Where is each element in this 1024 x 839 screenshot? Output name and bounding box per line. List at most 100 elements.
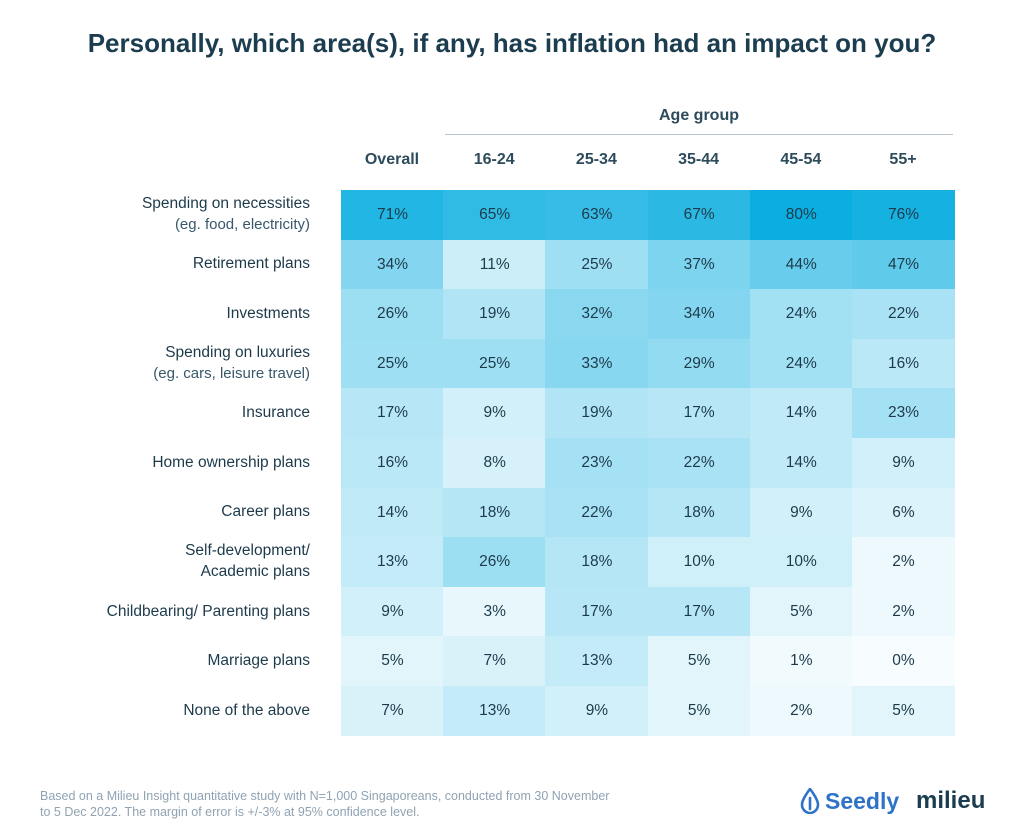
- seedly-wordmark: Seedly: [825, 787, 900, 814]
- heatmap-cell: 65%: [443, 190, 547, 240]
- heatmap-cell: 5%: [852, 686, 955, 736]
- seedly-logo: Seedly: [800, 786, 899, 816]
- heatmap-cell: 19%: [443, 289, 547, 340]
- heatmap-cell: 10%: [749, 537, 853, 588]
- heatmap-cell: 17%: [341, 388, 444, 439]
- heatmap-cell: 44%: [749, 239, 853, 290]
- heatmap-cell: 10%: [647, 537, 751, 588]
- seedly-drop-icon: [800, 788, 820, 814]
- heatmap-cell: 1%: [749, 636, 853, 687]
- heatmap-cell: 17%: [545, 586, 649, 637]
- column-header-35-44: 35-44: [678, 151, 720, 168]
- heatmap-cell: 11%: [443, 239, 547, 290]
- heatmap-cell: 7%: [341, 686, 444, 736]
- heatmap-cell: 14%: [749, 388, 853, 439]
- milieu-logo: milieu: [916, 786, 985, 816]
- column-header-16-24: 16-24: [473, 151, 515, 168]
- age-group-label: Age group: [659, 107, 739, 124]
- heatmap-cell: 37%: [647, 239, 751, 290]
- heatmap-cell: 0%: [852, 636, 955, 687]
- row-label: Retirement plans: [20, 240, 310, 289]
- column-header-overall: Overall: [364, 151, 420, 168]
- heatmap-cell: 14%: [341, 487, 444, 538]
- milieu-wordmark: milieu: [916, 787, 986, 814]
- row-label: Marriage plans: [20, 636, 310, 685]
- heatmap-cell: 2%: [852, 586, 955, 637]
- row-label-main: Marriage plans: [207, 652, 310, 670]
- footnote: Based on a Milieu Insight quantitative s…: [40, 788, 700, 820]
- heatmap-cell: 13%: [341, 537, 444, 588]
- heatmap-cell: 2%: [749, 686, 853, 736]
- heatmap-cell: 17%: [647, 388, 751, 439]
- footnote-line-2: to 5 Dec 2022. The margin of error is +/…: [40, 805, 420, 819]
- heatmap-cell: 34%: [341, 239, 444, 290]
- heatmap-cell: 19%: [545, 388, 649, 439]
- row-label-main: Self-development/: [185, 542, 310, 560]
- heatmap-cell: 80%: [749, 190, 853, 240]
- heatmap-cell: 29%: [647, 338, 751, 389]
- row-label-main: Investments: [226, 304, 310, 322]
- row-label-sub: (eg. food, electricity): [174, 216, 310, 234]
- heatmap-cell: 9%: [443, 388, 547, 439]
- heatmap-cell: 5%: [341, 636, 444, 687]
- row-label: None of the above: [20, 686, 310, 735]
- column-header-25-34: 25-34: [575, 151, 617, 168]
- age-group-divider: [445, 134, 953, 135]
- heatmap-cell: 22%: [647, 438, 751, 488]
- row-label: Spending on necessities (eg. food, electr…: [20, 190, 310, 239]
- heatmap-cell: 9%: [341, 586, 444, 637]
- heatmap-cell: 3%: [443, 586, 547, 637]
- row-label-sub: (eg. cars, leisure travel): [153, 365, 310, 383]
- heatmap-cell: 13%: [545, 636, 649, 687]
- row-label: Home ownership plans: [20, 438, 310, 487]
- heatmap-cell: 5%: [749, 586, 853, 637]
- heatmap-cell: 18%: [545, 537, 649, 588]
- row-label-main: Career plans: [221, 503, 310, 521]
- heatmap-cell: 5%: [647, 686, 751, 736]
- heatmap-cell: 71%: [341, 190, 444, 240]
- heatmap-cell: 76%: [852, 190, 955, 240]
- heatmap-cell: 9%: [749, 487, 853, 538]
- chart-title: Personally, which area(s), if any, has i…: [87, 28, 937, 58]
- heatmap-cell: 24%: [749, 338, 853, 389]
- footnote-line-1: Based on a Milieu Insight quantitative s…: [40, 789, 610, 803]
- heatmap-cell: 8%: [443, 438, 547, 488]
- row-label: Investments: [20, 289, 310, 338]
- heatmap-cell: 63%: [545, 190, 649, 240]
- heatmap-cell: 24%: [749, 289, 853, 340]
- heatmap-cell: 25%: [341, 338, 444, 389]
- row-label: Career plans: [20, 488, 310, 537]
- heatmap-cell: 32%: [545, 289, 649, 340]
- heatmap-cell: 17%: [647, 586, 751, 637]
- heatmap-cell: 23%: [852, 388, 955, 439]
- heatmap-cell: 26%: [443, 537, 547, 588]
- row-label: Self-development/Academic plans: [20, 537, 310, 586]
- heatmap-cell: 25%: [545, 239, 649, 290]
- row-label-main: Home ownership plans: [152, 453, 310, 471]
- row-label-sub: Academic plans: [200, 563, 310, 581]
- row-label-main: Spending on luxuries: [165, 344, 310, 362]
- heatmap-cell: 9%: [852, 438, 955, 488]
- heatmap-cell: 5%: [647, 636, 751, 687]
- row-label: Spending on luxuries (eg. cars, leisure t…: [20, 339, 310, 388]
- heatmap-cell: 22%: [545, 487, 649, 538]
- heatmap-cell: 7%: [443, 636, 547, 687]
- row-label-main: Childbearing/ Parenting plans: [106, 602, 310, 620]
- heatmap-cell: 13%: [443, 686, 547, 736]
- row-label-main: Spending on necessities: [141, 195, 310, 213]
- heatmap-cell: 47%: [852, 239, 955, 290]
- heatmap-cell: 6%: [852, 487, 955, 538]
- heatmap-cell: 34%: [647, 289, 751, 340]
- row-label-main: Insurance: [241, 404, 310, 422]
- row-label-main: Retirement plans: [192, 255, 310, 273]
- heatmap-cell: 14%: [749, 438, 853, 488]
- row-label: Childbearing/ Parenting plans: [20, 587, 310, 636]
- heatmap-cell: 33%: [545, 338, 649, 389]
- heatmap-cell: 18%: [443, 487, 547, 538]
- heatmap-cell: 16%: [852, 338, 955, 389]
- heatmap-cell: 23%: [545, 438, 649, 488]
- column-header-55-: 55+: [889, 151, 917, 168]
- heatmap-cell: 67%: [647, 190, 751, 240]
- heatmap-cell: 16%: [341, 438, 444, 488]
- heatmap-cell: 22%: [852, 289, 955, 340]
